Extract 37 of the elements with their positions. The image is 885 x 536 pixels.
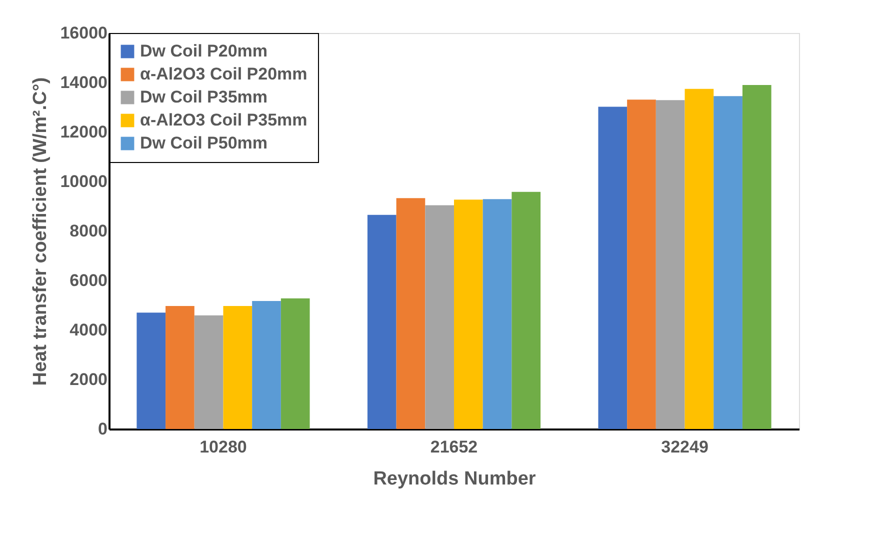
y-tick-label: 8000 [70, 222, 108, 240]
bar [627, 100, 656, 429]
bar [684, 88, 714, 429]
bar [280, 298, 310, 429]
legend-label: Dw Coil P20mm [140, 42, 268, 60]
y-tick-label: 10000 [60, 172, 108, 191]
y-tick-label: 4000 [70, 320, 108, 340]
x-tick-label: 21652 [430, 438, 478, 456]
x-axis-title: Reynolds Number [373, 468, 536, 490]
bar [194, 315, 224, 429]
bar [656, 100, 685, 429]
bar [136, 312, 166, 429]
y-tick-label: 12000 [60, 122, 108, 142]
y-tick-label: 2000 [70, 370, 108, 389]
bar [512, 192, 541, 429]
bar [714, 96, 742, 429]
x-tick-label: 10280 [200, 438, 247, 456]
y-tick-label: 6000 [70, 271, 108, 290]
bar [482, 199, 512, 429]
bar [396, 198, 426, 429]
legend-label: Dw Coil P35mm [140, 88, 268, 106]
y-tick-label: 14000 [60, 73, 108, 92]
y-tick-label: 0 [98, 420, 108, 438]
legend-label: α-Al2O3 Coil P20mm [140, 64, 308, 84]
bar [742, 84, 772, 429]
legend-label: α-Al2O3 Coil P35mm [140, 110, 308, 130]
bar [367, 214, 396, 429]
bar [252, 301, 281, 429]
y-axis-title: Heat transfer coefficient (W/m².C°) [30, 77, 52, 386]
bar [598, 106, 628, 429]
x-tick-label: 32249 [661, 438, 708, 456]
bar [454, 200, 483, 429]
bar [166, 306, 194, 429]
bar [425, 205, 454, 429]
legend-label: Dw Coil P50mm [140, 134, 268, 152]
y-tick-label: 16000 [60, 24, 108, 42]
bar [223, 306, 252, 429]
